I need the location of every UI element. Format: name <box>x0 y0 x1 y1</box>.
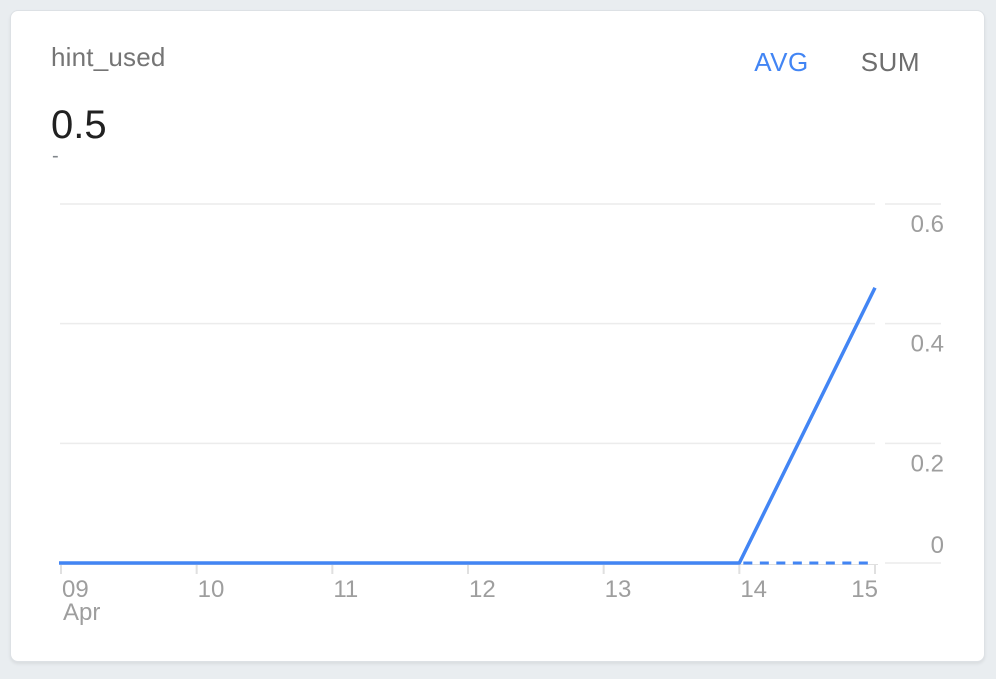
metric-title: hint_used <box>51 42 166 72</box>
avg-toggle-button[interactable]: AVG <box>754 47 809 77</box>
metric-delta: - <box>52 145 59 167</box>
sum-toggle-button[interactable]: SUM <box>860 47 920 77</box>
metric-card: hint_used 0.5 - AVG SUM <box>10 10 985 662</box>
metric-value: 0.5 <box>51 103 107 147</box>
aggregation-toggle: AVG SUM <box>754 47 920 78</box>
